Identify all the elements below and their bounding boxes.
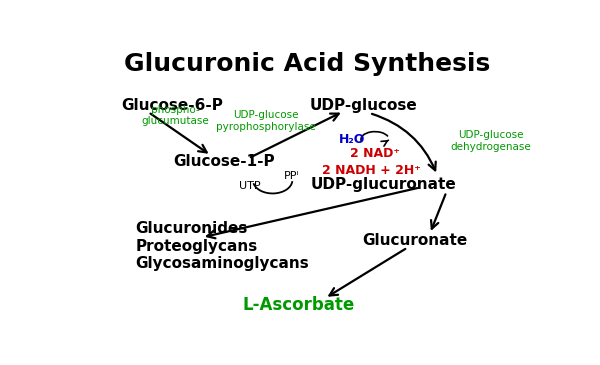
Text: PPᴵ: PPᴵ: [283, 171, 299, 181]
Text: UDP-glucuronate: UDP-glucuronate: [311, 177, 456, 192]
Text: H₂O: H₂O: [338, 133, 365, 146]
Text: 2 NADH + 2H⁺: 2 NADH + 2H⁺: [322, 164, 421, 177]
Text: UTP: UTP: [239, 181, 260, 191]
Text: Glucose-6-P: Glucose-6-P: [121, 98, 223, 113]
Text: 2 NAD⁺: 2 NAD⁺: [350, 147, 400, 160]
Text: UDP-glucose: UDP-glucose: [310, 98, 417, 113]
Text: Glucuronides
Proteoglycans
Glycosaminoglycans: Glucuronides Proteoglycans Glycosaminogl…: [136, 221, 309, 271]
Text: Glucuronate: Glucuronate: [362, 233, 467, 248]
Text: UDP-glucose
pyrophosphorylase: UDP-glucose pyrophosphorylase: [216, 110, 316, 132]
Text: Glucuronic Acid Synthesis: Glucuronic Acid Synthesis: [124, 52, 491, 76]
Text: UDP-glucose
dehydrogenase: UDP-glucose dehydrogenase: [451, 130, 532, 151]
Text: phospho-
glucumutase: phospho- glucumutase: [141, 105, 209, 126]
Text: Glucose-1-P: Glucose-1-P: [173, 154, 275, 169]
Text: L-Ascorbate: L-Ascorbate: [242, 296, 355, 314]
